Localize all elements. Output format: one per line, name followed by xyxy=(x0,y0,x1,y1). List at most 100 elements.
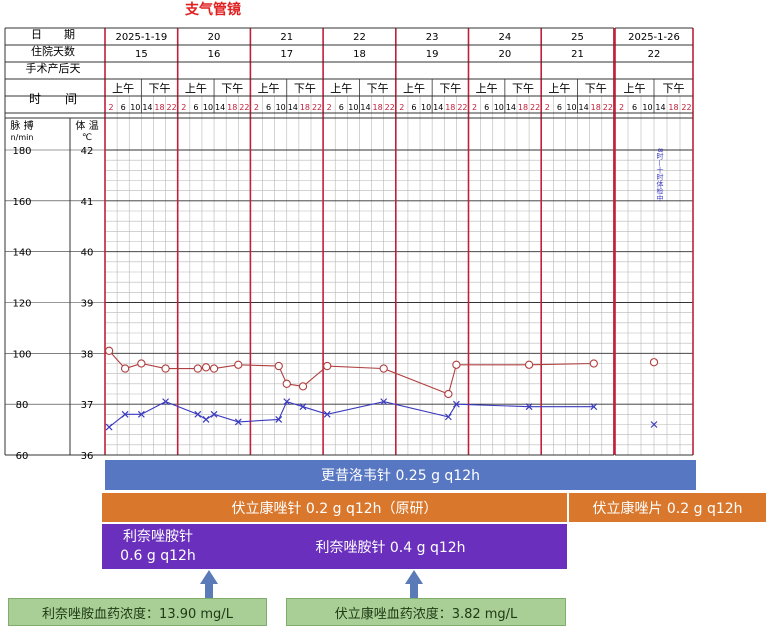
pm-label: 下午 xyxy=(294,82,316,95)
linezolid-low-label-line1: 利奈唑胺针 xyxy=(123,528,193,545)
hour-label: 10 xyxy=(421,103,431,112)
pm-label: 下午 xyxy=(221,82,243,95)
pulse-tick-label: 100 xyxy=(12,349,31,360)
hour-label: 22 xyxy=(312,103,322,112)
pulse-tick-label: 180 xyxy=(12,146,31,157)
hour-label: 14 xyxy=(506,103,516,112)
linezolid-low-bar: 利奈唑胺针 0.6 g q12h xyxy=(102,524,214,569)
hour-label: 22 xyxy=(603,103,613,112)
hour-label: 18 xyxy=(518,103,528,112)
row-label-date: 日 期 xyxy=(31,28,75,41)
pm-label: 下午 xyxy=(367,82,389,95)
hour-label: 10 xyxy=(494,103,504,112)
pm-label: 下午 xyxy=(439,82,461,95)
pulse-point xyxy=(161,364,170,373)
pulse-unit: n/min xyxy=(11,133,34,142)
hour-label: 10 xyxy=(642,103,652,112)
date-label: 25 xyxy=(571,32,584,43)
linezolid-level-box: 利奈唑胺血药浓度：13.90 mg/L xyxy=(8,598,267,626)
date-label: 20 xyxy=(208,32,221,43)
hour-label: 6 xyxy=(632,103,637,112)
temperature-point xyxy=(105,423,113,431)
hour-label: 14 xyxy=(360,103,370,112)
temperature-point xyxy=(194,410,202,418)
temp-tick-label: 37 xyxy=(81,400,94,411)
date-label: 23 xyxy=(426,32,439,43)
voriconazole-po-label: 伏立康唑片 0.2 g q12h xyxy=(592,500,743,517)
pm-label: 下午 xyxy=(512,82,534,95)
pulse-point xyxy=(137,359,146,368)
hospital-day-label: 17 xyxy=(280,49,293,60)
temperature-point xyxy=(283,398,291,406)
hour-label: 22 xyxy=(385,103,395,112)
hour-label: 18 xyxy=(373,103,383,112)
major-grid xyxy=(5,28,694,456)
pulse-point xyxy=(201,363,211,372)
pulse-point xyxy=(104,346,114,355)
hospital-day-label: 20 xyxy=(498,49,511,60)
chart-title: 支气管镜 xyxy=(184,1,241,18)
hour-label: 6 xyxy=(266,103,271,112)
hospital-day-label: 21 xyxy=(571,49,584,60)
hour-label: 6 xyxy=(339,103,344,112)
hospital-day-row: 15 16 17 18 19 20 21 22 xyxy=(135,49,660,60)
pulse-header: 脉 搏 xyxy=(10,119,33,132)
am-label: 上午 xyxy=(185,82,207,95)
temp-tick-label: 36 xyxy=(81,451,94,460)
hour-label: 10 xyxy=(276,103,286,112)
temperature-chart: 支气管镜 日 期 住院天数 手术产后天 时 间 脉 搏 n/min 体 温 ℃ … xyxy=(4,1,694,460)
pulse-point xyxy=(274,361,283,371)
hospital-day-label: 22 xyxy=(648,49,661,60)
pulse-tick-label: 80 xyxy=(16,400,29,411)
temperature-point xyxy=(444,413,452,421)
hour-label: 14 xyxy=(579,103,589,112)
hour-label: 22 xyxy=(681,103,691,112)
hour-label: 10 xyxy=(348,103,358,112)
pulse-point xyxy=(379,364,388,373)
header-lines xyxy=(4,27,693,456)
y-axis-tick-labels: 180 160 140 120 100 80 60 42 41 40 39 38 37 36 xyxy=(12,146,93,460)
row-label-time: 时 间 xyxy=(29,92,77,106)
hour-label: 14 xyxy=(433,103,443,112)
temperature-point xyxy=(299,403,307,411)
hour-label: 2 xyxy=(327,103,332,112)
hour-label: 18 xyxy=(591,103,601,112)
am-label: 上午 xyxy=(624,82,646,95)
vital-signs-series xyxy=(104,346,659,431)
temperature-point xyxy=(275,415,283,423)
hour-label: 22 xyxy=(457,103,467,112)
hour-label: 2 xyxy=(181,103,186,112)
pulse-point xyxy=(589,359,598,368)
pulse-point xyxy=(323,361,332,371)
pulse-point xyxy=(282,379,291,388)
linezolid-level-label: 利奈唑胺血药浓度：13.90 mg/L xyxy=(42,606,233,622)
linezolid-high-label: 利奈唑胺针 0.4 g q12h xyxy=(315,539,466,556)
temp-tick-label: 39 xyxy=(81,299,94,310)
hour-label: 6 xyxy=(484,103,489,112)
temp-tick-label: 41 xyxy=(81,197,94,208)
linezolid-low-label-line2: 0.6 g q12h xyxy=(120,547,196,564)
hour-label: 14 xyxy=(215,103,225,112)
voriconazole-level-label: 伏立康唑血药浓度：3.82 mg/L xyxy=(334,606,518,622)
hour-label: 14 xyxy=(288,103,298,112)
temperature-point xyxy=(380,398,388,406)
temperature-point xyxy=(202,415,210,423)
temperature-point xyxy=(650,421,658,428)
voriconazole-level-box: 伏立康唑血药浓度：3.82 mg/L xyxy=(286,598,566,626)
temp-tick-label: 40 xyxy=(81,248,94,259)
am-label: 上午 xyxy=(476,82,498,95)
hour-label: 2 xyxy=(472,103,477,112)
pulse-point xyxy=(444,389,453,399)
pulse-point xyxy=(452,360,461,369)
hour-label: 14 xyxy=(655,103,665,112)
pulse-tick-label: 160 xyxy=(12,197,31,208)
hour-label: 18 xyxy=(668,103,678,112)
pm-label: 下午 xyxy=(663,82,685,95)
pulse-tick-label: 120 xyxy=(12,299,31,310)
temp-header: 体 温 xyxy=(75,120,98,132)
hour-label: 6 xyxy=(193,103,198,112)
temperature-point xyxy=(210,410,218,418)
hour-label: 6 xyxy=(411,103,416,112)
row-label-post-op-day: 手术产后天 xyxy=(26,61,81,75)
hour-label: 2 xyxy=(619,103,624,112)
